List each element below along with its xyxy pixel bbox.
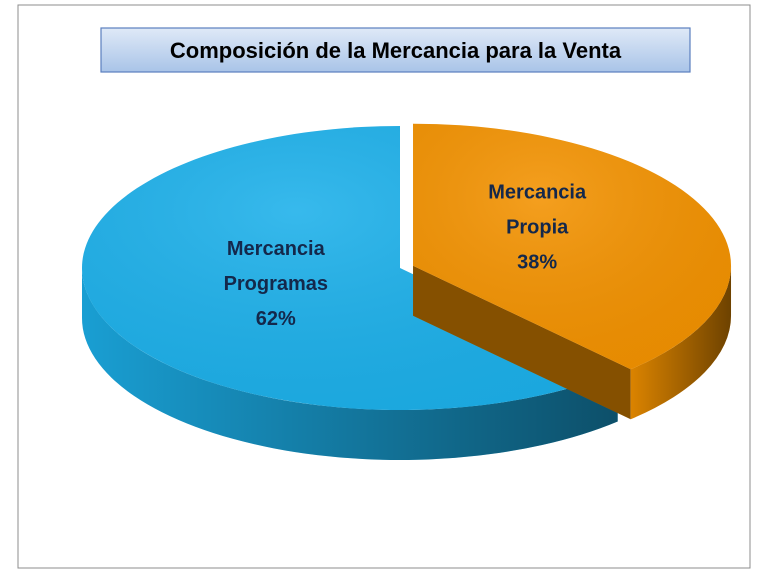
- slice-value-label: 62%: [256, 308, 296, 330]
- slice: [413, 123, 732, 420]
- label-line: Mercancia: [227, 238, 326, 260]
- slice-side-shade: [630, 265, 732, 420]
- label-line: Programas: [224, 273, 329, 295]
- slice-category-label: Mercancia Propia: [488, 182, 587, 239]
- label-line: Propia: [506, 217, 569, 239]
- slice-category-label: Mercancia Programas: [224, 238, 329, 295]
- slice-top-shine: [413, 123, 732, 370]
- label-line: Mercancia: [488, 182, 587, 204]
- title-box: [100, 27, 691, 73]
- slice-side-shade: [82, 268, 618, 460]
- slice-value-label: 38%: [517, 252, 557, 274]
- slice-cut-shade: [413, 265, 631, 420]
- pie: Mercancia Propia 38% Mercancia Programas 62%: [81, 123, 732, 460]
- slice-cut-face: [413, 265, 631, 420]
- chart-title: Composición de la Mercancia para la Vent…: [170, 38, 622, 63]
